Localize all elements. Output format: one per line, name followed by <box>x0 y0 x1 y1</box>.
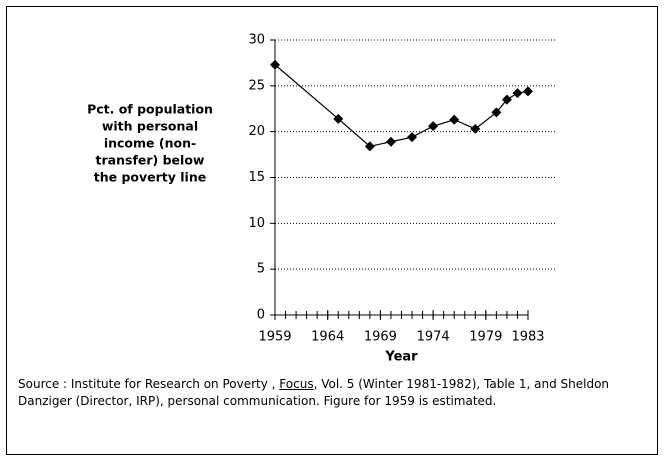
y-tick-label: 20 <box>248 124 265 139</box>
y-axis-title: income (non- <box>104 136 196 151</box>
y-tick-label: 15 <box>248 170 265 185</box>
point <box>501 94 512 105</box>
y-tick-label: 10 <box>248 216 265 231</box>
point <box>449 114 460 125</box>
point <box>364 141 375 152</box>
x-tick-label: 1969 <box>364 330 397 345</box>
point <box>491 107 502 118</box>
x-tick-label: 1959 <box>258 330 291 345</box>
y-tick-label: 30 <box>248 33 265 48</box>
source-note: Source : Institute for Research on Pover… <box>18 376 648 410</box>
point <box>270 59 280 70</box>
source-text: , Vol. 5 (Winter 1981-1982), Table 1, an… <box>18 377 610 408</box>
y-axis-title: with personal <box>102 119 198 134</box>
y-tick-label: 5 <box>257 262 265 277</box>
y-tick-label: 25 <box>248 78 265 93</box>
point <box>470 123 481 134</box>
point <box>512 88 523 99</box>
y-tick-label: 0 <box>257 308 265 323</box>
y-axis-title: Pct. of population <box>87 102 213 117</box>
point <box>333 113 344 124</box>
x-tick-label: 1974 <box>417 330 450 345</box>
point <box>407 132 418 143</box>
point <box>385 136 396 147</box>
x-tick-label: 1964 <box>311 330 344 345</box>
line <box>274 64 529 147</box>
point <box>428 121 439 132</box>
point <box>523 86 533 97</box>
y-axis-title: the poverty line <box>94 170 206 185</box>
x-tick-label: 1983 <box>511 330 544 345</box>
source-journal: Focus <box>279 377 314 391</box>
source-text: Source : Institute for Research on Pover… <box>18 377 280 391</box>
y-axis-title: transfer) below <box>96 153 205 168</box>
x-tick-label: 1979 <box>469 330 502 345</box>
x-axis-title: Year <box>384 350 418 365</box>
chart-frame <box>6 6 658 455</box>
